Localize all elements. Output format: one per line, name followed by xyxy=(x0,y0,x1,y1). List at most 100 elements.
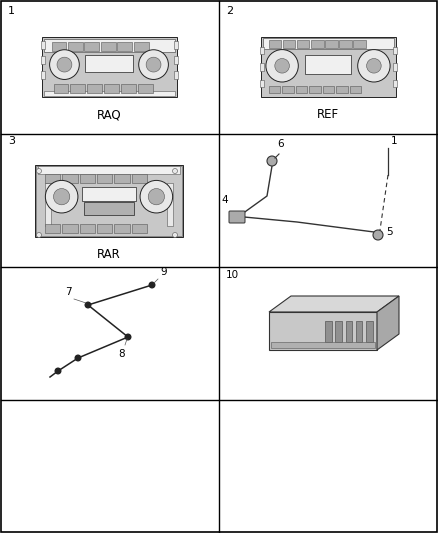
Bar xyxy=(336,86,347,93)
Circle shape xyxy=(173,168,177,174)
Text: 1: 1 xyxy=(391,136,398,146)
Circle shape xyxy=(36,232,42,238)
Bar xyxy=(104,84,119,93)
Circle shape xyxy=(267,156,277,166)
Circle shape xyxy=(275,59,290,73)
Bar xyxy=(71,84,85,93)
Text: RAQ: RAQ xyxy=(97,109,121,122)
Bar xyxy=(43,39,174,52)
Bar xyxy=(350,86,361,93)
Bar xyxy=(85,55,133,72)
Bar xyxy=(114,224,130,233)
Bar xyxy=(45,183,51,226)
Bar xyxy=(296,86,307,93)
Bar xyxy=(259,80,264,87)
Bar xyxy=(42,37,177,97)
Circle shape xyxy=(53,189,70,205)
Circle shape xyxy=(55,368,61,374)
Bar xyxy=(121,84,136,93)
Circle shape xyxy=(75,355,81,361)
Bar xyxy=(97,174,113,183)
Bar xyxy=(84,203,134,215)
Bar xyxy=(336,321,342,342)
Circle shape xyxy=(139,50,168,79)
Bar xyxy=(268,40,281,48)
Bar xyxy=(173,41,177,49)
Text: 2: 2 xyxy=(226,6,233,16)
Bar xyxy=(52,42,67,51)
Bar xyxy=(85,42,99,51)
Text: RAR: RAR xyxy=(97,248,121,262)
Text: 1: 1 xyxy=(8,6,15,16)
Bar xyxy=(38,166,180,174)
Text: 10: 10 xyxy=(226,270,239,280)
Circle shape xyxy=(146,57,161,72)
Bar xyxy=(82,187,136,201)
Circle shape xyxy=(173,232,177,238)
Circle shape xyxy=(49,50,79,79)
Text: 3: 3 xyxy=(8,136,15,146)
Bar xyxy=(392,80,396,87)
Bar xyxy=(117,42,132,51)
Bar xyxy=(87,84,102,93)
Bar xyxy=(325,321,332,342)
Circle shape xyxy=(85,302,91,308)
Bar xyxy=(62,224,78,233)
Polygon shape xyxy=(269,312,377,350)
Bar xyxy=(80,174,95,183)
Bar xyxy=(138,84,152,93)
Bar xyxy=(101,42,116,51)
Bar xyxy=(325,40,338,48)
Text: 8: 8 xyxy=(119,349,125,359)
Bar xyxy=(173,55,177,64)
Circle shape xyxy=(140,180,173,213)
Bar xyxy=(282,86,293,93)
Circle shape xyxy=(266,50,298,82)
Bar xyxy=(173,70,177,79)
Bar xyxy=(43,91,174,96)
Bar xyxy=(259,63,264,70)
Bar xyxy=(356,321,363,342)
Bar xyxy=(40,70,45,79)
Bar xyxy=(283,40,295,48)
Bar xyxy=(322,86,334,93)
Bar xyxy=(45,224,60,233)
Bar xyxy=(392,46,396,54)
Bar xyxy=(36,166,182,236)
Bar xyxy=(97,224,113,233)
Bar xyxy=(45,174,60,183)
Bar xyxy=(134,42,148,51)
Circle shape xyxy=(148,189,165,205)
Circle shape xyxy=(36,168,42,174)
Bar xyxy=(268,86,280,93)
Circle shape xyxy=(125,334,131,340)
Polygon shape xyxy=(377,296,399,350)
Text: 9: 9 xyxy=(160,267,166,277)
Text: 7: 7 xyxy=(65,287,71,297)
Bar xyxy=(305,55,351,74)
Bar xyxy=(353,40,366,48)
Circle shape xyxy=(57,57,72,72)
Text: 4: 4 xyxy=(221,195,228,205)
Bar xyxy=(132,174,147,183)
Bar xyxy=(346,321,352,342)
Polygon shape xyxy=(269,296,399,312)
Bar xyxy=(53,84,68,93)
Bar xyxy=(40,41,45,49)
Bar xyxy=(261,37,396,97)
Bar xyxy=(132,224,147,233)
Bar xyxy=(35,165,183,237)
Circle shape xyxy=(358,50,390,82)
Bar xyxy=(114,174,130,183)
Circle shape xyxy=(149,282,155,288)
FancyBboxPatch shape xyxy=(229,211,245,223)
Text: 6: 6 xyxy=(277,139,284,149)
Circle shape xyxy=(367,59,381,73)
Bar xyxy=(309,86,321,93)
Bar xyxy=(392,63,396,70)
Bar xyxy=(40,55,45,64)
Bar xyxy=(366,321,373,342)
Bar xyxy=(167,183,173,226)
Circle shape xyxy=(373,230,383,240)
Text: REF: REF xyxy=(317,109,339,122)
